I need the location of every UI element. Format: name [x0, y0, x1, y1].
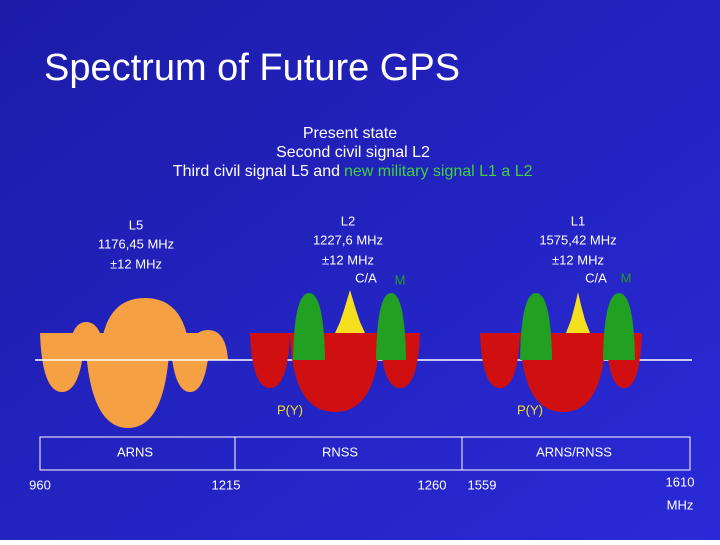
military-code: M: [395, 272, 406, 287]
signal-name: L5: [129, 217, 143, 232]
civil-code: C/A: [355, 270, 377, 285]
signal-bandwidth: ±12 MHz: [110, 256, 162, 271]
signal-bandwidth: ±12 MHz: [322, 252, 374, 267]
signal-frequency: 1227,6 MHz: [313, 232, 383, 247]
signal-frequency: 1176,45 MHz: [98, 236, 174, 251]
subtitle: Second civil signal L2: [276, 144, 430, 161]
signal-name: L1: [571, 213, 585, 228]
band-label: ARNS: [117, 444, 153, 459]
frequency-mark: 960: [29, 477, 51, 492]
frequency-mark: 1610: [666, 474, 695, 489]
subtitle: Present state: [303, 125, 397, 142]
signal-frequency: 1575,42 MHz: [539, 232, 616, 247]
l5-spectrum: [40, 298, 228, 428]
civil-code: C/A: [585, 270, 607, 285]
l1-spectrum: [480, 292, 642, 412]
band-boxes: [39, 436, 691, 471]
frequency-mark: 1559: [468, 477, 497, 492]
precise-code: P(Y): [277, 402, 303, 417]
l2-spectrum: [250, 290, 420, 412]
subtitle-highlight: new military signal L1 a L2: [344, 163, 533, 180]
unit-label: MHz: [667, 497, 694, 512]
signal-name: L2: [341, 213, 355, 228]
precise-code: P(Y): [517, 402, 543, 417]
band-label: ARNS/RNSS: [536, 444, 612, 459]
signal-bandwidth: ±12 MHz: [552, 252, 604, 267]
frequency-mark: 1260: [418, 477, 447, 492]
band-label: RNSS: [322, 444, 358, 459]
military-code: M: [621, 270, 632, 285]
subtitle: Third civil signal L5 and: [173, 163, 340, 180]
frequency-mark: 1215: [212, 477, 241, 492]
title: Spectrum of Future GPS: [44, 47, 460, 89]
